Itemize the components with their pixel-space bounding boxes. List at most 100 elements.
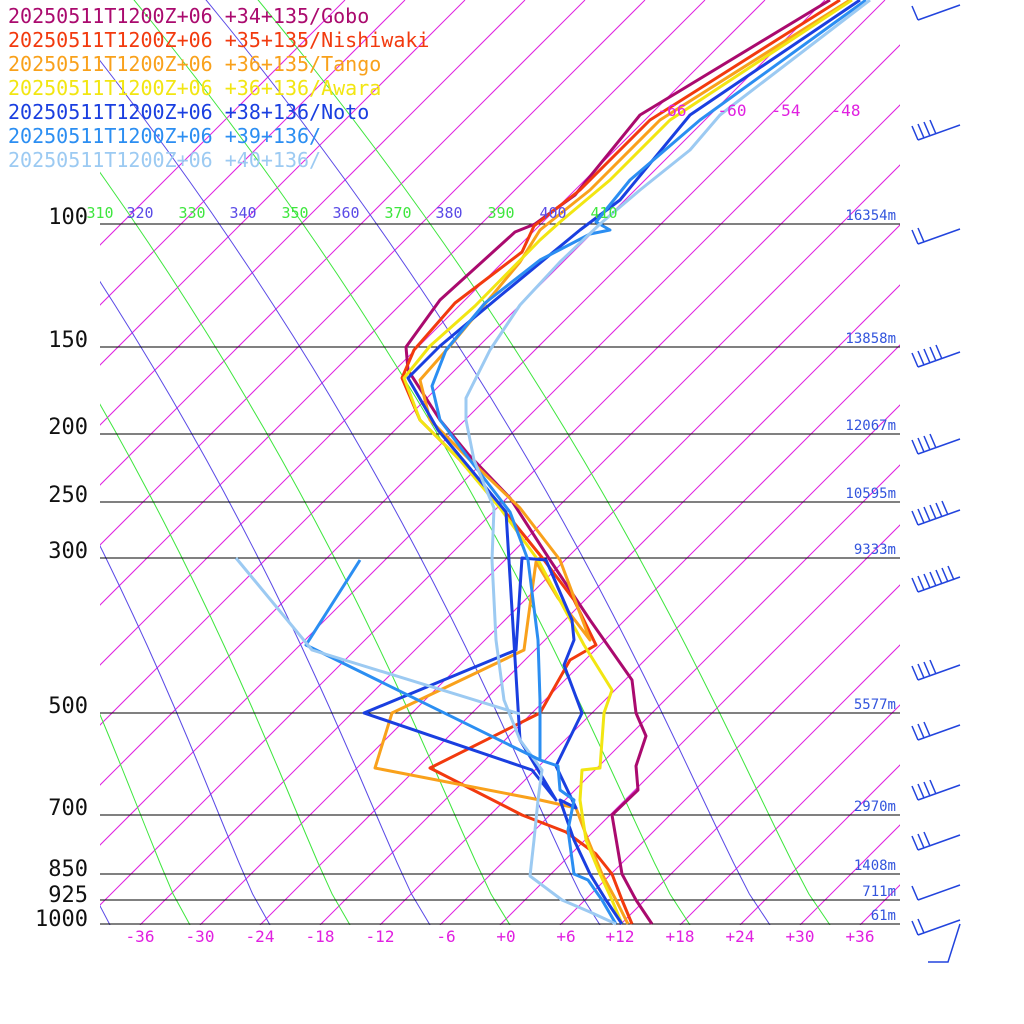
wind-barb-flag — [935, 502, 943, 518]
wind-barb-staff — [917, 664, 961, 681]
wind-barb-flag — [923, 831, 931, 847]
isotherm-line — [619, 644, 900, 925]
pressure-tick-label: 850 — [48, 857, 88, 882]
wind-barb-flag — [923, 506, 931, 522]
wind-barb-flag — [929, 504, 937, 520]
wind-barb-staff — [917, 509, 961, 526]
series-line — [234, 557, 521, 716]
wind-barb-flag — [929, 433, 937, 449]
wind-barb-flag — [911, 835, 919, 851]
theta-label: 380 — [435, 204, 462, 222]
theta-line — [100, 59, 601, 925]
theta-label: 330 — [178, 204, 205, 222]
height-label: 13858m — [845, 331, 896, 347]
isotherm-line — [980, 0, 1024, 925]
legend-entry: 20250511T1200Z+06 +34+135/Gobo — [8, 4, 369, 28]
isotherm-line — [559, 584, 900, 925]
theta-label: 310 — [86, 204, 113, 222]
theta-line — [100, 713, 191, 925]
wind-barb-flag — [923, 121, 931, 137]
temperature-tick-label: -36 — [126, 927, 155, 946]
wind-barb-staff — [917, 438, 961, 455]
theta-label: 390 — [487, 204, 514, 222]
wind-barb-flag — [929, 571, 937, 587]
wind-barb-flag — [917, 783, 925, 799]
wind-barb — [911, 119, 961, 141]
wind-barb — [911, 884, 961, 901]
isotherm-line — [859, 884, 900, 925]
isotherm-line — [100, 0, 886, 786]
wind-barb-flag — [923, 721, 931, 737]
temperature-tick-label: -6 — [436, 927, 455, 946]
temperature-tick-label: +18 — [666, 927, 695, 946]
wind-barb-staff — [917, 784, 961, 801]
isotherm-line — [100, 0, 406, 306]
isotherm-line — [100, 0, 766, 666]
temperature-tick-label: -12 — [366, 927, 395, 946]
height-label: 16354m — [845, 208, 896, 224]
wind-barb-flag — [929, 659, 937, 675]
legend-entry: 20250511T1200Z+06 +36+135/Tango — [8, 52, 381, 76]
wind-barb-flag — [917, 833, 925, 849]
theta-label: 350 — [281, 204, 308, 222]
wind-barb-flag — [911, 577, 919, 593]
series-line — [404, 0, 831, 925]
legend-entry: 20250511T1200Z+06 +39+136/ — [8, 124, 321, 148]
wind-barb-staff — [917, 124, 961, 141]
wind-barb-staff — [917, 351, 961, 368]
isotherm-line — [100, 0, 346, 246]
wind-barb-flag — [923, 348, 931, 364]
temperature-tick-label: +36 — [846, 927, 875, 946]
pressure-tick-label: 925 — [48, 883, 88, 908]
wind-barb-flag — [917, 227, 925, 243]
wind-barb-flag — [935, 344, 943, 360]
wind-barb-flag — [941, 567, 949, 583]
height-label: 1408m — [854, 858, 896, 874]
isotherm-line — [100, 0, 646, 546]
series-line — [430, 0, 867, 925]
wind-barb-flag — [911, 885, 919, 901]
wind-barb-flag — [911, 439, 919, 455]
wind-barb-flag — [917, 508, 925, 524]
theta-grid — [100, 0, 831, 925]
height-label: 5577m — [854, 697, 896, 713]
wind-barb — [911, 433, 961, 455]
height-label: 2970m — [854, 799, 896, 815]
wind-barb-flag — [935, 569, 943, 585]
pressure-tick-label: 1000 — [35, 907, 88, 932]
theta-line — [100, 403, 351, 925]
legend-entry: 20250511T1200Z+06 +35+135/Nishiwaki — [8, 28, 429, 52]
theta-label: 410 — [590, 204, 617, 222]
wind-barb — [911, 565, 961, 593]
wind-barb — [911, 344, 961, 368]
theta-line — [205, 0, 771, 925]
upper-temperature-label: -48 — [832, 101, 861, 120]
legend-entry: 20250511T1200Z+06 +40+136/ — [8, 148, 321, 172]
isotherm-line — [259, 284, 900, 925]
wind-barb-flag — [947, 565, 955, 581]
pressure-tick-label: 200 — [48, 415, 88, 440]
series-line — [464, 0, 871, 926]
height-label: 10595m — [845, 486, 896, 502]
isotherm-line — [439, 464, 900, 925]
temperature-tick-label: +30 — [786, 927, 815, 946]
legend: 20250511T1200Z+06 +34+135/Gobo20250511T1… — [8, 4, 429, 172]
wind-barb-flag — [923, 781, 931, 797]
wind-barb — [911, 779, 961, 801]
wind-barb-flag — [911, 125, 919, 141]
theta-line — [257, 0, 831, 925]
wind-barb-flag — [911, 229, 919, 245]
wind-barb — [911, 659, 961, 681]
wind-barb-flag — [911, 352, 919, 368]
isobar-grid — [100, 223, 900, 925]
wind-barb-flag — [929, 119, 937, 135]
height-label: 12067m — [845, 418, 896, 434]
wind-barb-flag — [911, 920, 919, 936]
wind-barb-flag — [917, 663, 925, 679]
wind-barb-flag — [917, 575, 925, 591]
theta-label: 340 — [229, 204, 256, 222]
isotherm-line — [100, 44, 900, 846]
isotherm-line — [100, 0, 466, 366]
